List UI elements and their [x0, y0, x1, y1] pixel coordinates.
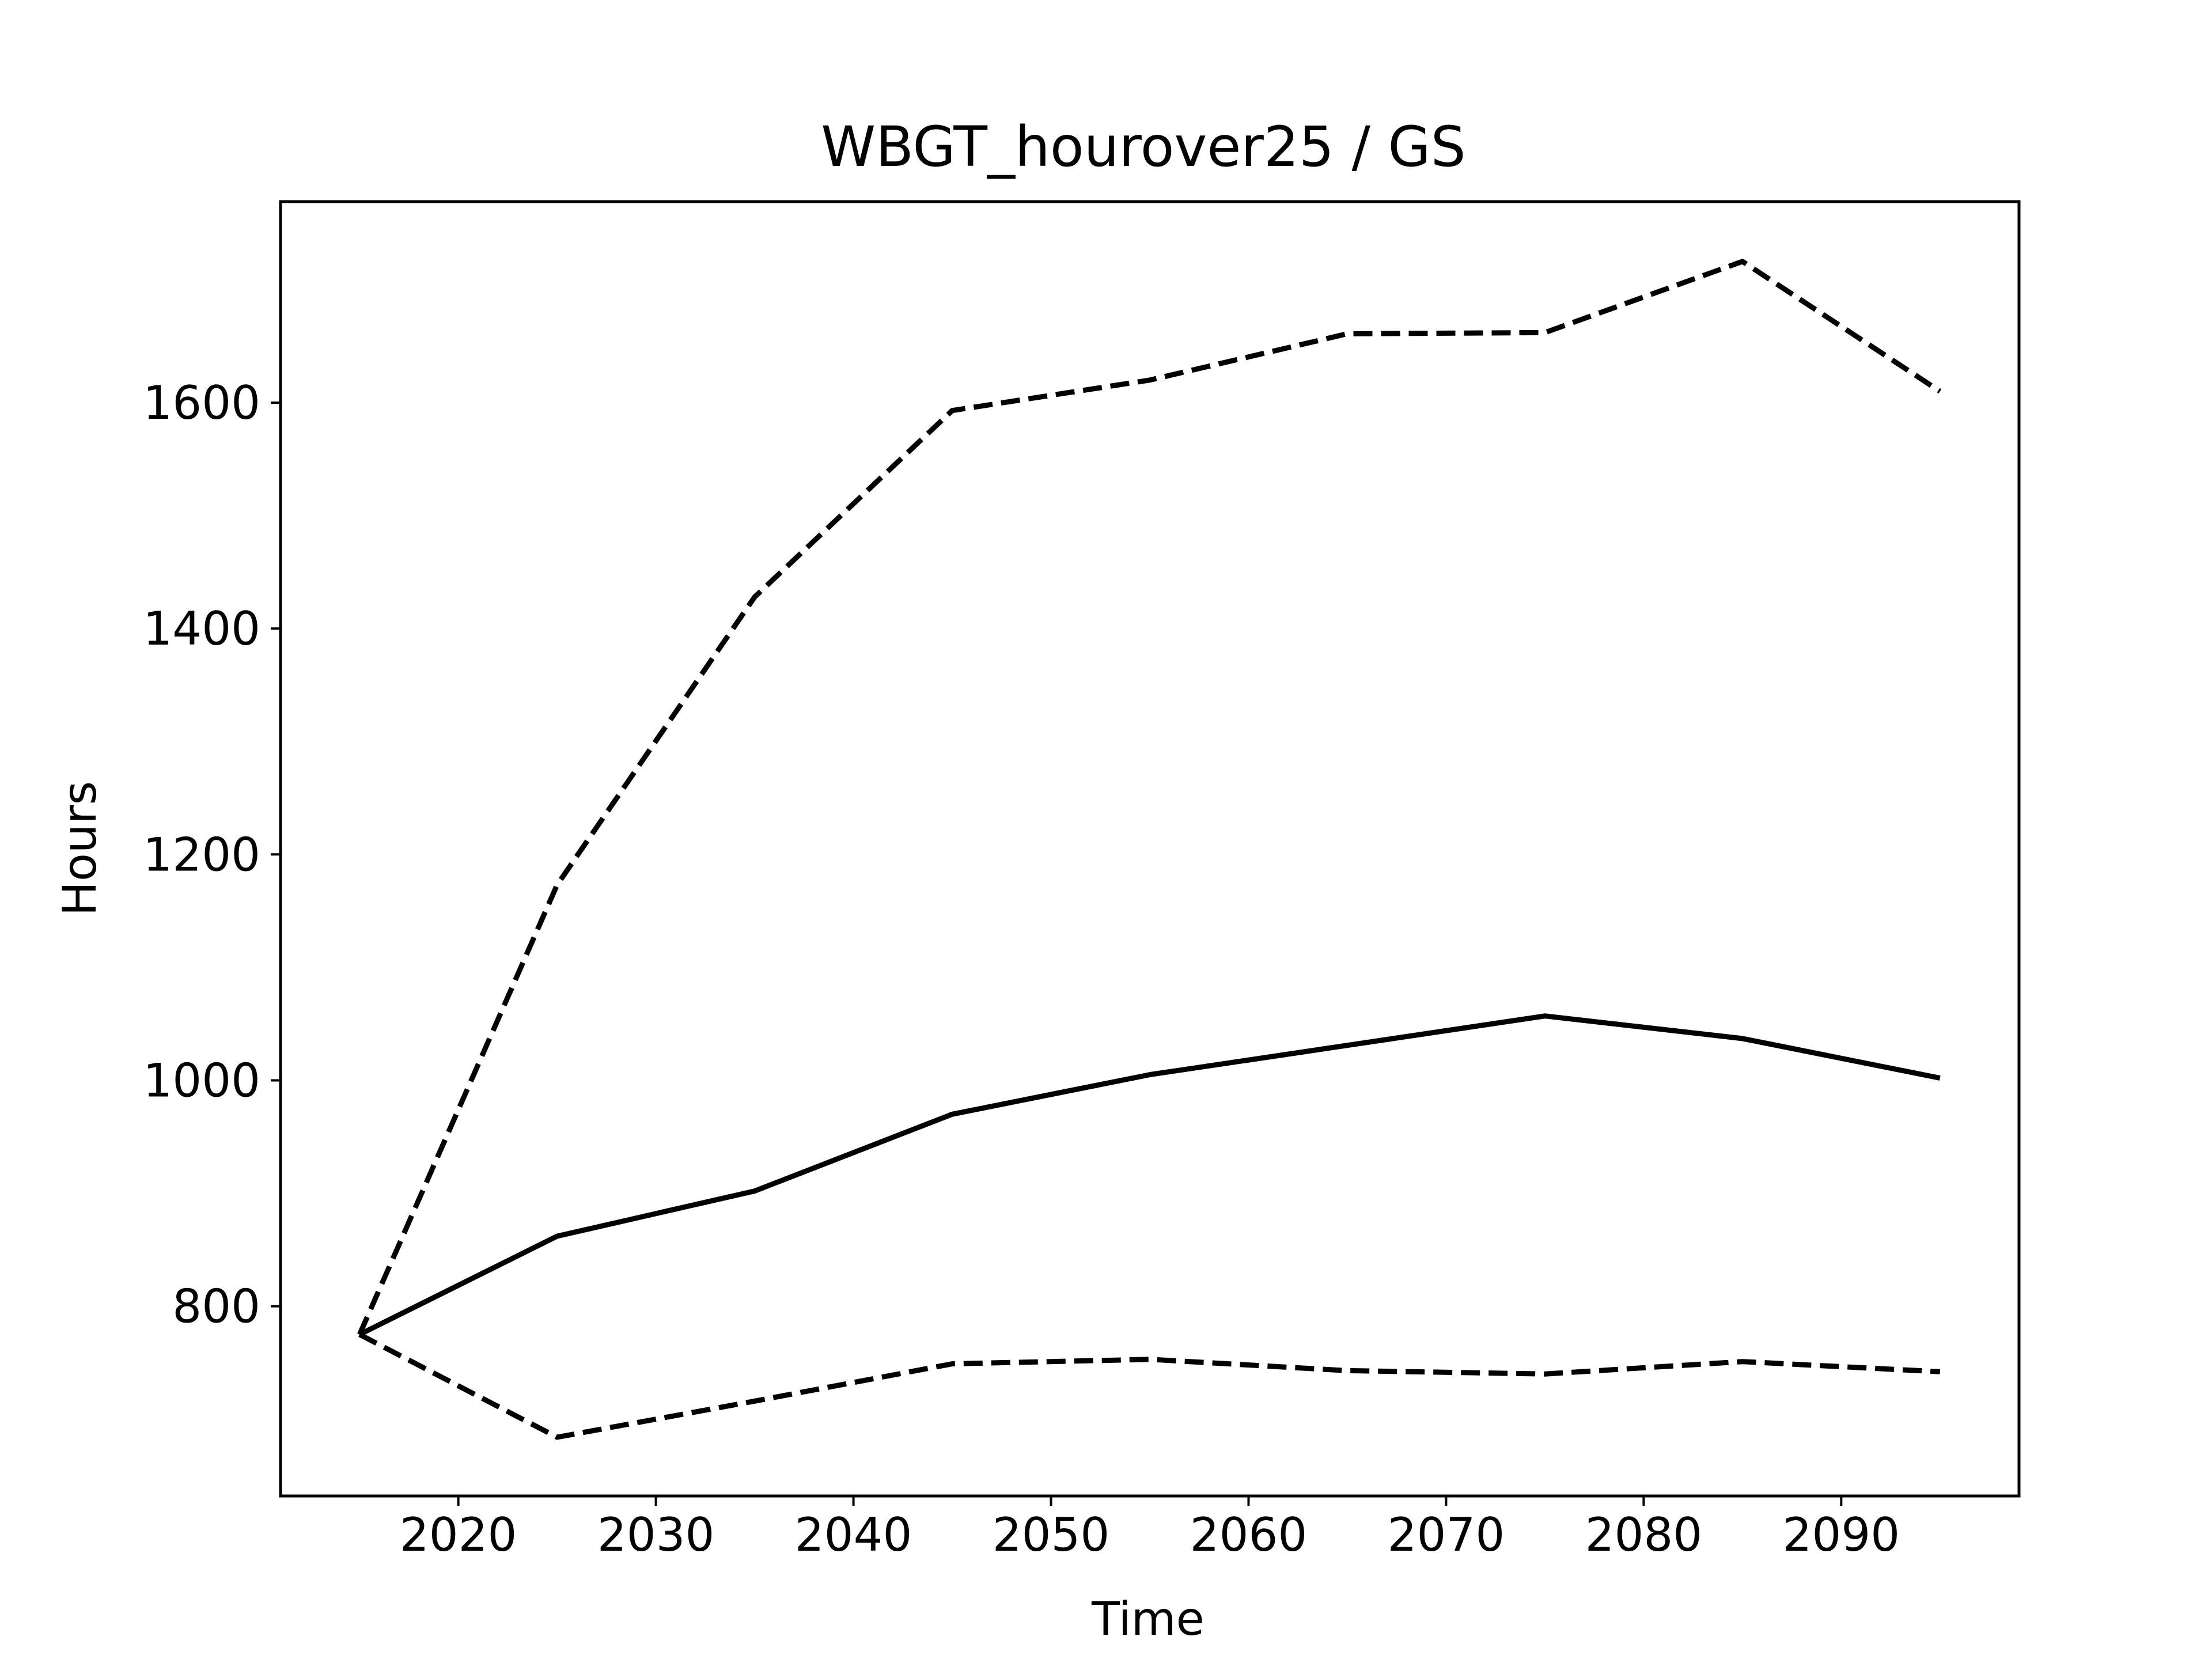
y-tick-label: 1000: [143, 1054, 260, 1107]
y-ticks: 800 1000 1200 1400 1600: [143, 376, 281, 1334]
y-tick-label: 1400: [143, 602, 260, 656]
series-line-3: [358, 1332, 1941, 1440]
x-tick-label: 2030: [597, 1508, 715, 1562]
chart-title: WBGT_hourover25 / GS: [821, 115, 1465, 179]
x-tick-label: 2050: [993, 1508, 1110, 1562]
x-tick-label: 2070: [1388, 1508, 1505, 1562]
x-axis-label: Time: [1091, 1592, 1205, 1646]
x-tick-label: 2080: [1585, 1508, 1703, 1562]
y-axis-label: Hours: [53, 781, 107, 916]
x-tick-label: 2020: [400, 1508, 517, 1562]
x-tick-label: 2060: [1190, 1508, 1308, 1562]
plot-frame: [279, 200, 2021, 1498]
series-layer: [357, 259, 1942, 1440]
x-tick-label: 2040: [795, 1508, 912, 1562]
series-line-2: [357, 259, 1942, 1336]
series-line-1: [358, 1013, 1941, 1337]
y-tick-label: 1200: [143, 828, 260, 881]
x-ticks: 2020 2030 2040 2050 2060 2070 2080 2090: [400, 1496, 1900, 1562]
y-tick-label: 1600: [143, 376, 260, 430]
y-tick-label: 800: [172, 1280, 260, 1334]
x-tick-label: 2090: [1783, 1508, 1900, 1562]
